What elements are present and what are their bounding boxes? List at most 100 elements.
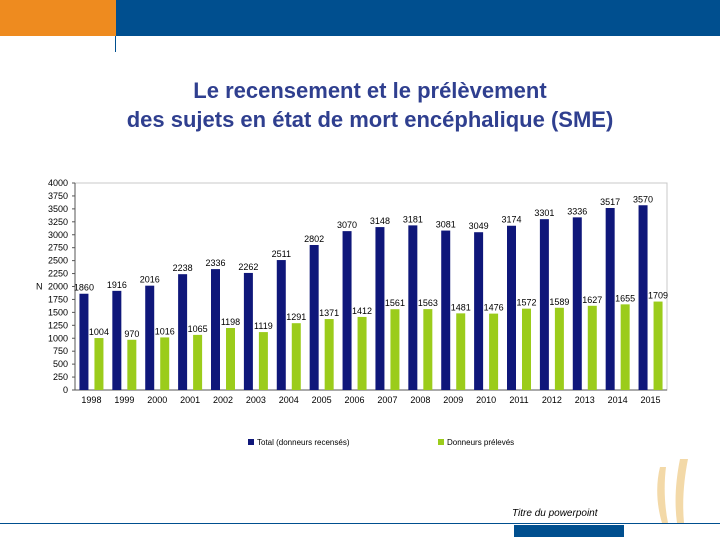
data-label-preleves: 1481	[451, 302, 471, 312]
x-tick-label: 2009	[443, 395, 463, 405]
data-label-total: 3570	[633, 194, 653, 204]
legend-label-total: Total (donneurs recensés)	[257, 438, 350, 447]
bar-preleves	[324, 319, 334, 390]
bar-total	[539, 219, 549, 390]
data-label-preleves: 1572	[516, 298, 536, 308]
data-label-total: 3148	[370, 216, 390, 226]
bar-preleves	[587, 305, 597, 390]
legend-label-preleves: Donneurs prélevés	[447, 438, 514, 447]
y-tick-label: 4000	[48, 178, 68, 188]
x-tick-label: 2013	[575, 395, 595, 405]
data-label-total: 2511	[272, 249, 291, 259]
bar-preleves	[423, 309, 433, 390]
y-tick-label: 3750	[48, 191, 68, 201]
header-orange-block	[0, 0, 116, 36]
bar-total	[375, 227, 385, 390]
footer-text: Titre du powerpoint	[512, 508, 598, 519]
bar-preleves	[127, 339, 137, 390]
data-label-total: 3301	[534, 208, 554, 218]
bar-total	[441, 230, 451, 390]
bar-total	[408, 225, 418, 390]
data-label-preleves: 1561	[385, 298, 405, 308]
data-label-total: 1860	[74, 283, 94, 293]
data-label-preleves: 1065	[188, 324, 208, 334]
data-label-preleves: 1476	[484, 303, 504, 313]
data-label-total: 2262	[238, 262, 258, 272]
data-label-preleves: 1198	[221, 317, 240, 327]
bar-total	[507, 225, 516, 390]
bar-preleves	[160, 337, 170, 390]
x-tick-label: 2002	[213, 395, 233, 405]
y-tick-label: 3000	[48, 230, 68, 240]
x-tick-label: 2006	[345, 395, 365, 405]
data-label-preleves: 1563	[418, 298, 438, 308]
data-label-total: 2802	[304, 234, 324, 244]
y-tick-label: 2250	[48, 269, 68, 279]
bar-preleves	[226, 328, 235, 390]
bar-total	[145, 285, 155, 390]
slide-title-line-2: des sujets en état de mort encéphalique …	[126, 107, 614, 132]
data-label-preleves: 970	[124, 329, 139, 339]
bar-preleves	[258, 332, 268, 390]
y-tick-label: 2750	[48, 243, 68, 253]
bar-preleves	[554, 307, 564, 390]
data-label-total: 3181	[403, 214, 423, 224]
data-label-total: 3070	[337, 220, 357, 230]
bar-total	[276, 260, 286, 390]
y-tick-label: 750	[53, 346, 68, 356]
data-label-preleves: 1412	[352, 306, 372, 316]
x-tick-label: 2004	[279, 395, 299, 405]
x-tick-label: 2005	[312, 395, 332, 405]
y-tick-label: 3250	[48, 217, 68, 227]
bar-total	[572, 217, 582, 390]
footer-line	[0, 523, 720, 524]
y-tick-label: 2500	[48, 256, 68, 266]
plot-area	[74, 182, 668, 391]
bar-preleves	[620, 304, 630, 390]
data-label-total: 3049	[469, 221, 489, 231]
x-tick-label: 2008	[410, 395, 430, 405]
slide-title: Le recensement et le prélèvement des suj…	[0, 76, 720, 134]
x-tick-label: 2012	[542, 395, 562, 405]
bar-preleves	[489, 313, 499, 390]
x-tick-label: 2010	[476, 395, 496, 405]
bar-total	[211, 269, 220, 390]
header-blue-band	[116, 0, 720, 36]
x-tick-label: 2000	[147, 395, 167, 405]
data-label-total: 2016	[140, 275, 160, 285]
data-label-total: 3174	[501, 215, 521, 225]
data-label-preleves: 1655	[615, 293, 635, 303]
y-tick-label: 250	[53, 372, 68, 382]
slide-title-line-1: Le recensement et le prélèvement	[193, 78, 547, 103]
data-label-preleves: 1291	[286, 312, 306, 322]
y-tick-label: 1500	[48, 307, 68, 317]
bar-preleves	[390, 309, 400, 390]
x-tick-label: 1999	[114, 395, 134, 405]
bar-total	[474, 232, 484, 390]
legend-swatch-total	[248, 439, 254, 445]
y-tick-label: 1750	[48, 294, 68, 304]
data-label-total: 3336	[567, 206, 587, 216]
x-tick-label: 1998	[81, 395, 101, 405]
bar-total	[112, 290, 122, 390]
data-label-total: 2238	[173, 263, 193, 273]
x-tick-label: 2015	[641, 395, 661, 405]
data-label-preleves: 1004	[89, 327, 109, 337]
bar-preleves	[357, 316, 367, 390]
bar-preleves	[522, 308, 531, 390]
bar-total	[638, 205, 648, 390]
y-tick-label: 1250	[48, 320, 68, 330]
header-divider	[115, 36, 116, 52]
bar-total	[243, 272, 253, 390]
bar-preleves	[94, 338, 104, 390]
data-label-preleves: 1627	[582, 295, 602, 305]
bar-total	[342, 231, 352, 390]
bar-total	[178, 274, 188, 390]
data-label-total: 3517	[600, 197, 620, 207]
bar-preleves	[193, 334, 203, 390]
bar-total	[309, 244, 319, 390]
x-tick-label: 2014	[608, 395, 628, 405]
y-tick-label: 0	[63, 385, 68, 395]
legend-swatch-preleves	[438, 439, 444, 445]
data-label-preleves: 1119	[254, 321, 273, 331]
